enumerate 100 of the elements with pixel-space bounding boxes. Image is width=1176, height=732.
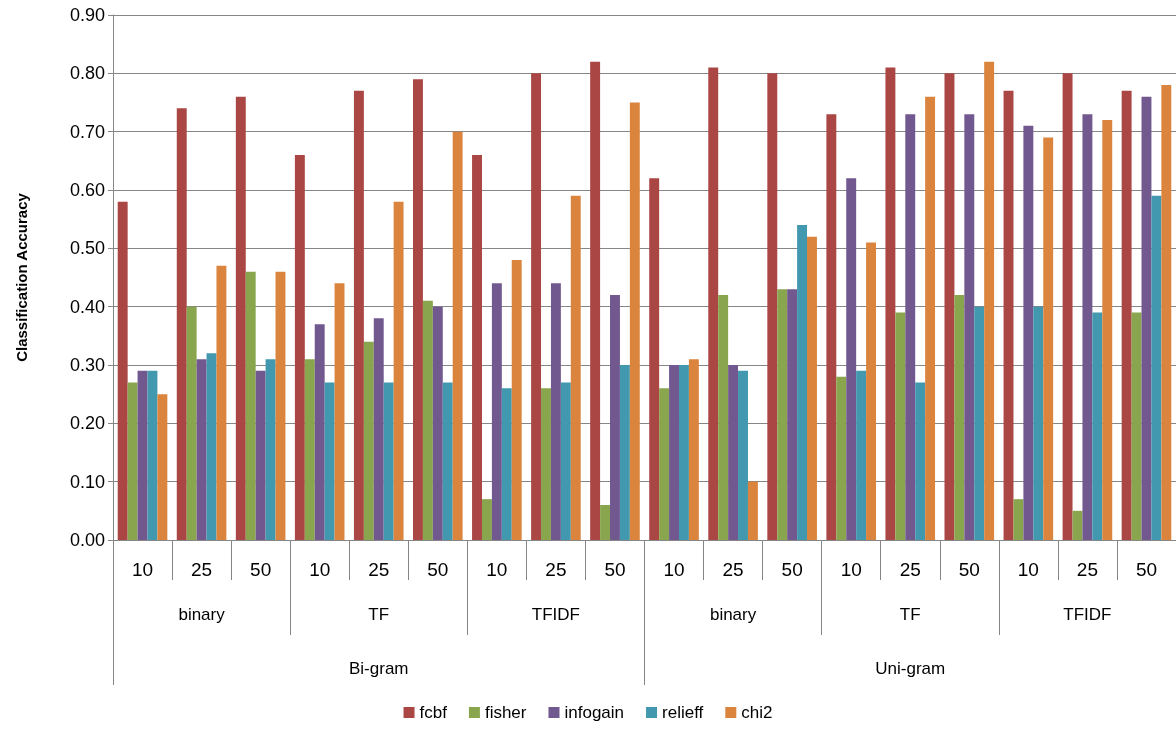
bar [610, 295, 620, 540]
bar [127, 382, 138, 540]
x-tick-label: 50 [1135, 559, 1158, 580]
text: Bi-gram [348, 659, 409, 678]
bar [797, 225, 808, 540]
y-tick-label: 0.70 [69, 121, 105, 142]
bar [373, 318, 384, 540]
bar [885, 67, 896, 540]
bar [550, 283, 561, 540]
y-axis-title: Classification Accuracy [13, 192, 30, 362]
bar [669, 365, 679, 540]
text: binary [709, 605, 757, 624]
bar [1003, 90, 1014, 540]
bar [432, 306, 443, 540]
bar [265, 359, 276, 540]
bar [570, 195, 581, 540]
bar [590, 61, 601, 540]
bar [363, 341, 374, 540]
bar [1151, 195, 1162, 540]
y-tick-label: 0.90 [69, 5, 105, 25]
bar [413, 79, 423, 540]
x-tick-label: 10 [131, 559, 154, 580]
bar [452, 131, 463, 540]
bar [905, 114, 916, 540]
bar [915, 382, 926, 540]
bar [836, 376, 847, 540]
bar [442, 382, 453, 540]
bar [925, 96, 936, 540]
bar [216, 265, 227, 540]
legend-label: infogain [564, 703, 625, 722]
bar [984, 61, 995, 540]
x-tick-label: 25 [1076, 559, 1098, 580]
bar [964, 114, 975, 540]
x-tick-label: 10 [840, 559, 862, 580]
y-tick-label: 0.50 [69, 238, 105, 259]
bar [501, 388, 512, 540]
legend-label: fcbf [419, 703, 448, 722]
y-tick-label: 0.20 [69, 413, 105, 434]
bar [649, 178, 660, 540]
x-tick-label: 10 [486, 559, 508, 580]
bar [767, 73, 778, 540]
bar [491, 283, 502, 540]
y-tick-label: 0.40 [69, 296, 105, 317]
bar [206, 353, 217, 540]
bar [738, 370, 748, 540]
x-tick-label: 25 [191, 559, 213, 580]
bar [826, 114, 837, 540]
bar [314, 324, 325, 540]
bar [1161, 85, 1172, 540]
x-tick-label: 25 [722, 559, 744, 580]
bar [560, 382, 571, 540]
bar [196, 359, 207, 540]
bar [275, 271, 286, 540]
y-tick-label: 0.30 [69, 355, 105, 375]
bar [186, 306, 197, 540]
text: TF [368, 605, 390, 624]
bar [807, 236, 817, 540]
bar [974, 306, 985, 540]
legend-label: chi2 [741, 703, 773, 722]
text: TF [899, 605, 921, 624]
bar [1131, 312, 1142, 540]
bar [1033, 306, 1044, 540]
x-tick-label: 50 [781, 559, 803, 580]
bar [1023, 125, 1034, 540]
bar [422, 300, 433, 540]
bar [1013, 499, 1024, 540]
bar [334, 283, 345, 540]
y-tick-label: 0.10 [69, 471, 105, 492]
bar [1141, 96, 1152, 540]
x-tick-label: 50 [958, 559, 980, 580]
bar [856, 370, 867, 540]
x-tick-label: 10 [309, 559, 331, 580]
bar [846, 178, 857, 540]
bar [147, 370, 158, 540]
bar [393, 201, 404, 540]
bar [1072, 510, 1083, 540]
bar [157, 394, 168, 540]
bar [137, 370, 148, 540]
legend-label: relieff [662, 703, 704, 722]
bar [324, 382, 335, 540]
bar [1092, 312, 1103, 540]
bar [659, 388, 670, 540]
bar [787, 289, 798, 540]
bar [619, 365, 630, 540]
bar [777, 289, 788, 540]
bar [728, 365, 739, 540]
x-tick-label: 25 [899, 559, 921, 580]
bar [117, 201, 128, 540]
bar [718, 295, 729, 540]
bar [531, 73, 542, 540]
bar [245, 271, 256, 540]
bar [304, 359, 315, 540]
x-tick-label: 50 [427, 559, 449, 580]
x-tick-label: 25 [368, 559, 390, 580]
bar [944, 73, 955, 540]
bar [383, 382, 394, 540]
y-tick-label: 0.60 [69, 180, 105, 200]
bar [294, 155, 305, 540]
y-tick-label: 0.00 [69, 530, 105, 550]
bar [629, 102, 640, 540]
